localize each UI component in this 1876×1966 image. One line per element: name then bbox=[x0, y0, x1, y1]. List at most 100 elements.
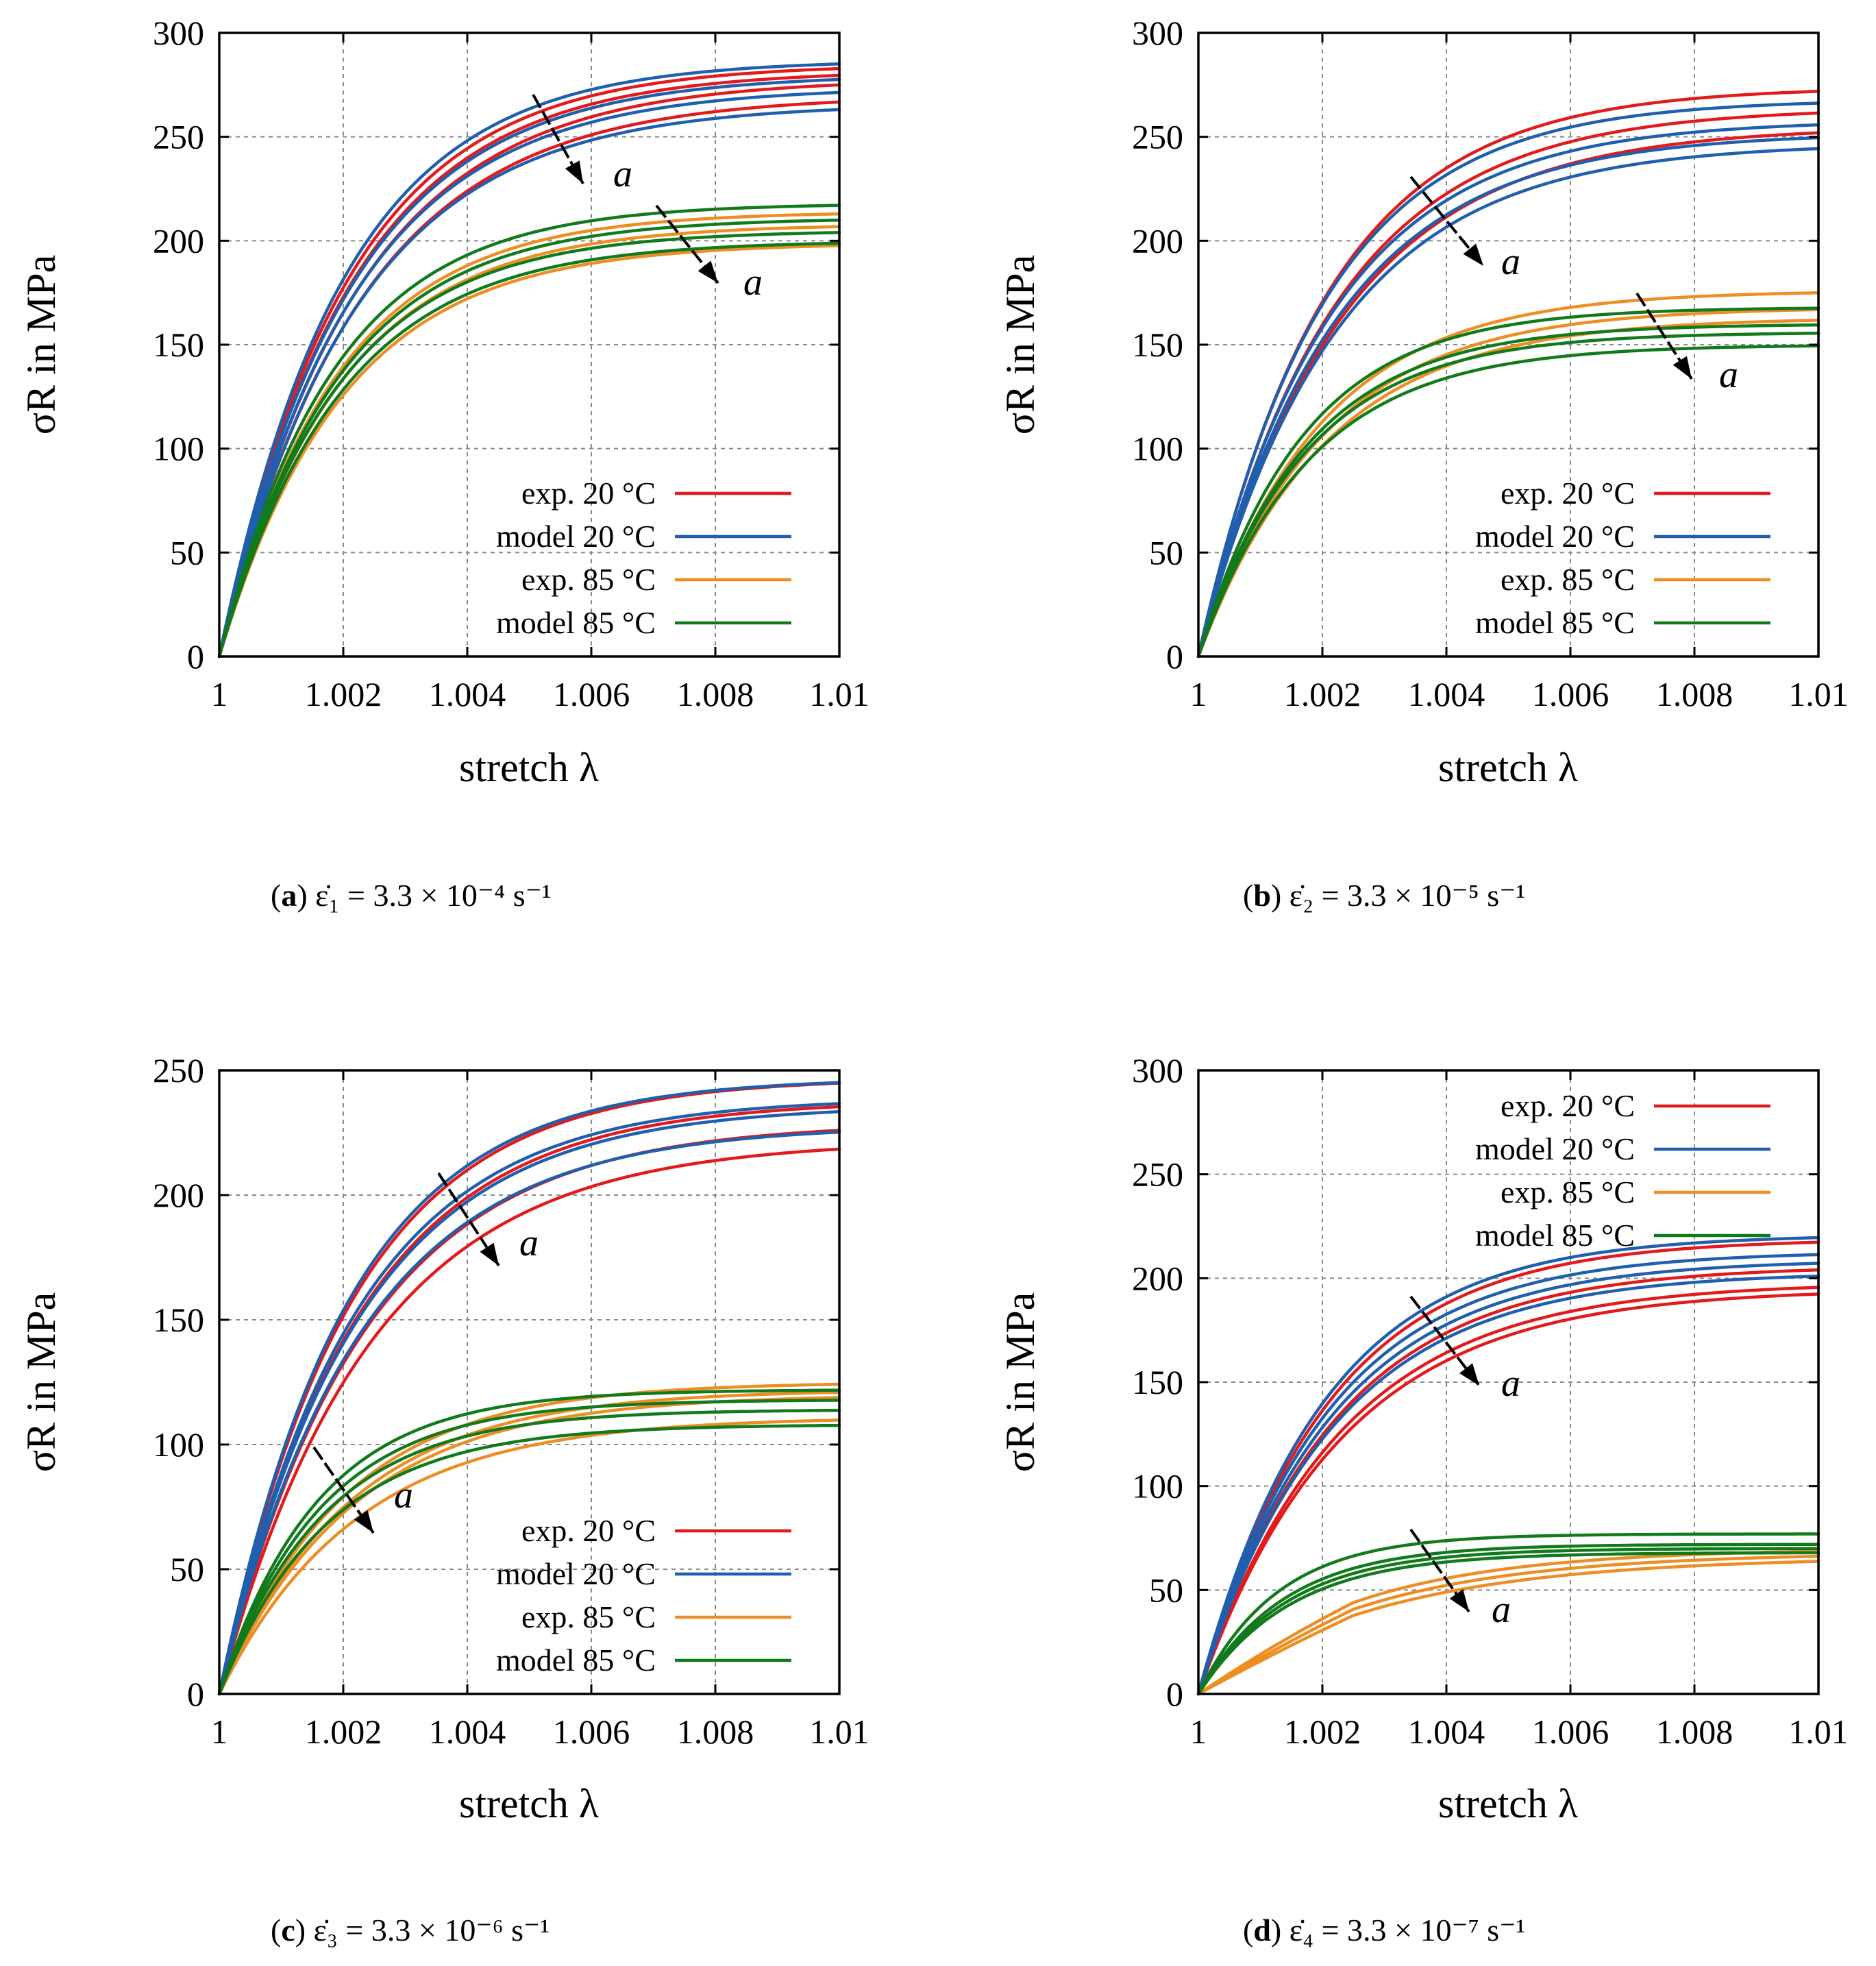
plot-frame bbox=[218, 1069, 841, 1695]
curve-exp20-1 bbox=[1196, 1240, 1821, 1696]
y-axis-label: σR in MPa bbox=[18, 255, 64, 434]
panel-b: 1 1.002 1.004 1.006 1.008 1.01 0 50 100 150 200 250… bbox=[938, 0, 1876, 981]
y-tick-label: 50 bbox=[1149, 533, 1183, 572]
y-tick-label: 200 bbox=[153, 221, 204, 260]
x-tick-label: 1 bbox=[211, 1712, 228, 1751]
curve-model85-2 bbox=[217, 1399, 841, 1696]
curve-model20-2 bbox=[1196, 1253, 1821, 1696]
caption-equation: ε̇₂ = 3.3 × 10⁻⁵ s⁻¹ bbox=[1289, 878, 1526, 913]
curve-exp85-2 bbox=[1196, 1554, 1821, 1696]
x-tick-label: 1.008 bbox=[677, 675, 754, 713]
annotation-label: a bbox=[1501, 241, 1520, 283]
annotation-arrowhead bbox=[698, 260, 718, 283]
annotation-label: a bbox=[519, 1222, 539, 1264]
legend-label: model 20 °C bbox=[1475, 519, 1635, 554]
curve-exp85-4 bbox=[217, 1418, 841, 1696]
y-tick-label: 150 bbox=[153, 325, 204, 364]
annotation-arrowhead bbox=[565, 160, 583, 184]
legend-label: model 20 °C bbox=[496, 519, 656, 554]
x-tick-label: 1.006 bbox=[1532, 675, 1609, 713]
panel-a: 1 1.002 1.004 1.006 1.008 1.01 0 50 100 150 200 250… bbox=[0, 0, 938, 981]
curve-exp20-4 bbox=[217, 1147, 841, 1696]
curve-exp20-4 bbox=[217, 66, 841, 659]
curve-model20-1 bbox=[217, 62, 841, 659]
annotation-arrowhead bbox=[1673, 356, 1692, 379]
caption-letter: d bbox=[1253, 1913, 1271, 1947]
caption-equation: ε̇₁ = 3.3 × 10⁻⁴ s⁻¹ bbox=[315, 878, 552, 913]
x-tick-label: 1.006 bbox=[553, 675, 630, 713]
x-tick-label: 1.01 bbox=[809, 675, 869, 713]
curve-model20-4 bbox=[1196, 136, 1821, 659]
curve-model20-3 bbox=[217, 108, 841, 659]
curve-model85-4 bbox=[1196, 1551, 1821, 1696]
annotation-label: a bbox=[1501, 1362, 1520, 1405]
panel-c: 1 1.002 1.004 1.006 1.008 1.01 0 50 100 150 200 250… bbox=[0, 981, 938, 1963]
curve-model85-1 bbox=[217, 1388, 841, 1696]
y-tick-label: 50 bbox=[170, 1550, 204, 1588]
annotation-arrowhead bbox=[1459, 1363, 1479, 1386]
legend-label: exp. 85 °C bbox=[1501, 562, 1635, 597]
curve-model85-2 bbox=[217, 218, 841, 659]
x-tick-label: 1.01 bbox=[1788, 1712, 1849, 1751]
curve-model85-1 bbox=[1196, 306, 1821, 659]
y-tick-label: 200 bbox=[153, 1176, 204, 1214]
annotation-label: a bbox=[1719, 354, 1738, 396]
x-tick-label: 1.01 bbox=[1788, 675, 1849, 713]
annotation-label: a bbox=[743, 261, 763, 304]
y-tick-label: 0 bbox=[187, 1675, 204, 1713]
curve-model20-2 bbox=[1196, 123, 1821, 659]
x-axis-label: stretch λ bbox=[1438, 1781, 1578, 1826]
y-tick-label: 0 bbox=[1166, 637, 1183, 676]
curve-model20-2 bbox=[217, 90, 841, 659]
annotation-arrowhead bbox=[480, 1242, 499, 1266]
curve-exp20-4 bbox=[1196, 1292, 1821, 1696]
x-tick-label: 1 bbox=[1190, 1712, 1207, 1751]
curve-model85-3 bbox=[1196, 1547, 1821, 1696]
caption: (a) ε̇₁ = 3.3 × 10⁻⁴ s⁻¹ bbox=[271, 878, 552, 913]
curve-exp20-2 bbox=[1196, 1268, 1821, 1696]
legend-label: exp. 20 °C bbox=[521, 1513, 656, 1548]
curve-model20-1 bbox=[1196, 101, 1821, 659]
curve-model85-3 bbox=[1196, 344, 1821, 659]
legend: exp. 20 °C model 20 °C exp. 85 °C model 85 … bbox=[496, 476, 791, 640]
curve-model20-2 bbox=[217, 1102, 841, 1696]
caption: (d) ε̇₄ = 3.3 × 10⁻⁷ s⁻¹ bbox=[1243, 1913, 1525, 1947]
curve-exp85-3 bbox=[217, 244, 841, 659]
curve-model85-4 bbox=[217, 231, 841, 659]
caption-equation: ε̇₄ = 3.3 × 10⁻⁷ s⁻¹ bbox=[1289, 1913, 1526, 1947]
curve-model20-3 bbox=[1196, 1262, 1821, 1696]
x-tick-label: 1.002 bbox=[1284, 1712, 1361, 1751]
y-tick-label: 100 bbox=[1132, 430, 1183, 468]
legend-label: model 85 °C bbox=[1475, 605, 1635, 640]
legend-label: model 85 °C bbox=[1475, 1218, 1635, 1253]
y-tick-label: 250 bbox=[153, 118, 204, 156]
y-tick-label: 250 bbox=[1132, 118, 1183, 156]
y-axis-label: σR in MPa bbox=[998, 255, 1043, 434]
curve-exp85-1 bbox=[1196, 291, 1821, 659]
x-tick-label: 1 bbox=[1190, 675, 1207, 713]
x-tick-label: 1.002 bbox=[305, 675, 382, 713]
annotation-label: a bbox=[1492, 1588, 1511, 1631]
y-tick-label: 0 bbox=[1166, 1675, 1183, 1713]
caption-letter: a bbox=[281, 878, 297, 913]
legend-label: exp. 20 °C bbox=[1501, 1088, 1635, 1123]
curve-model85-2 bbox=[1196, 1543, 1821, 1696]
curve-model20-4 bbox=[217, 77, 841, 659]
x-tick-label: 1.004 bbox=[429, 1712, 506, 1751]
x-tick-label: 1.002 bbox=[1284, 675, 1361, 713]
curve-model85-1 bbox=[1196, 1532, 1821, 1696]
curve-exp85-1 bbox=[217, 1382, 841, 1696]
chart-b: 1 1.002 1.004 1.006 1.008 1.01 0 50 100 150 200 250… bbox=[998, 14, 1849, 913]
x-tick-label: 1.01 bbox=[809, 1712, 869, 1751]
legend-label: exp. 20 °C bbox=[1501, 476, 1635, 511]
y-tick-label: 150 bbox=[153, 1301, 204, 1339]
curve-model85-4 bbox=[217, 1423, 841, 1696]
y-tick-label: 300 bbox=[1132, 1051, 1183, 1090]
caption: (b) ε̇₂ = 3.3 × 10⁻⁵ s⁻¹ bbox=[1243, 878, 1525, 913]
y-tick-label: 200 bbox=[1132, 1259, 1183, 1297]
curve-model85-1 bbox=[217, 204, 841, 659]
legend: exp. 20 °C model 20 °C exp. 85 °C model 85 … bbox=[496, 1513, 791, 1678]
x-axis-label: stretch λ bbox=[459, 745, 599, 790]
x-tick-label: 1.006 bbox=[1532, 1712, 1609, 1751]
y-tick-label: 50 bbox=[1149, 1571, 1183, 1609]
